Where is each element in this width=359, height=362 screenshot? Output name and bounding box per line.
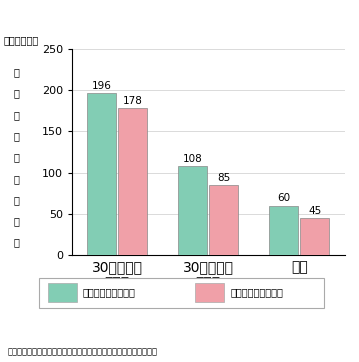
Text: （出典）「地域の情報化への取組と地域活性化に関する調査研究」: （出典）「地域の情報化への取組と地域活性化に関する調査研究」 (7, 348, 157, 357)
Bar (87, 93, 116, 255)
Text: 合: 合 (13, 152, 19, 163)
Bar (178, 166, 207, 255)
Text: 総: 総 (13, 131, 19, 141)
FancyBboxPatch shape (48, 283, 77, 302)
Text: （ポイント）: （ポイント） (4, 35, 39, 45)
Text: 178: 178 (123, 96, 143, 106)
FancyBboxPatch shape (195, 283, 224, 302)
Text: 196: 196 (92, 81, 112, 91)
X-axis label: 人口規模: 人口規模 (195, 294, 222, 304)
Text: Ｔ: Ｔ (13, 110, 19, 120)
Text: 指: 指 (13, 216, 19, 226)
Text: 活: 活 (13, 174, 19, 184)
Text: 標: 標 (13, 237, 19, 248)
Text: 国の支援策利用あり: 国の支援策利用あり (83, 287, 136, 297)
Text: ｜: ｜ (13, 67, 19, 77)
Text: 60: 60 (277, 193, 290, 203)
Text: 用: 用 (13, 195, 19, 205)
Bar (118, 108, 147, 255)
Bar (269, 206, 298, 255)
Text: 45: 45 (308, 206, 321, 216)
Text: 108: 108 (183, 153, 202, 164)
Text: 85: 85 (217, 173, 230, 182)
Text: 国の支援策利用なし: 国の支援策利用なし (230, 287, 283, 297)
Bar (209, 185, 238, 255)
Text: Ｃ: Ｃ (13, 89, 19, 99)
Bar (300, 218, 329, 255)
FancyBboxPatch shape (39, 278, 325, 308)
